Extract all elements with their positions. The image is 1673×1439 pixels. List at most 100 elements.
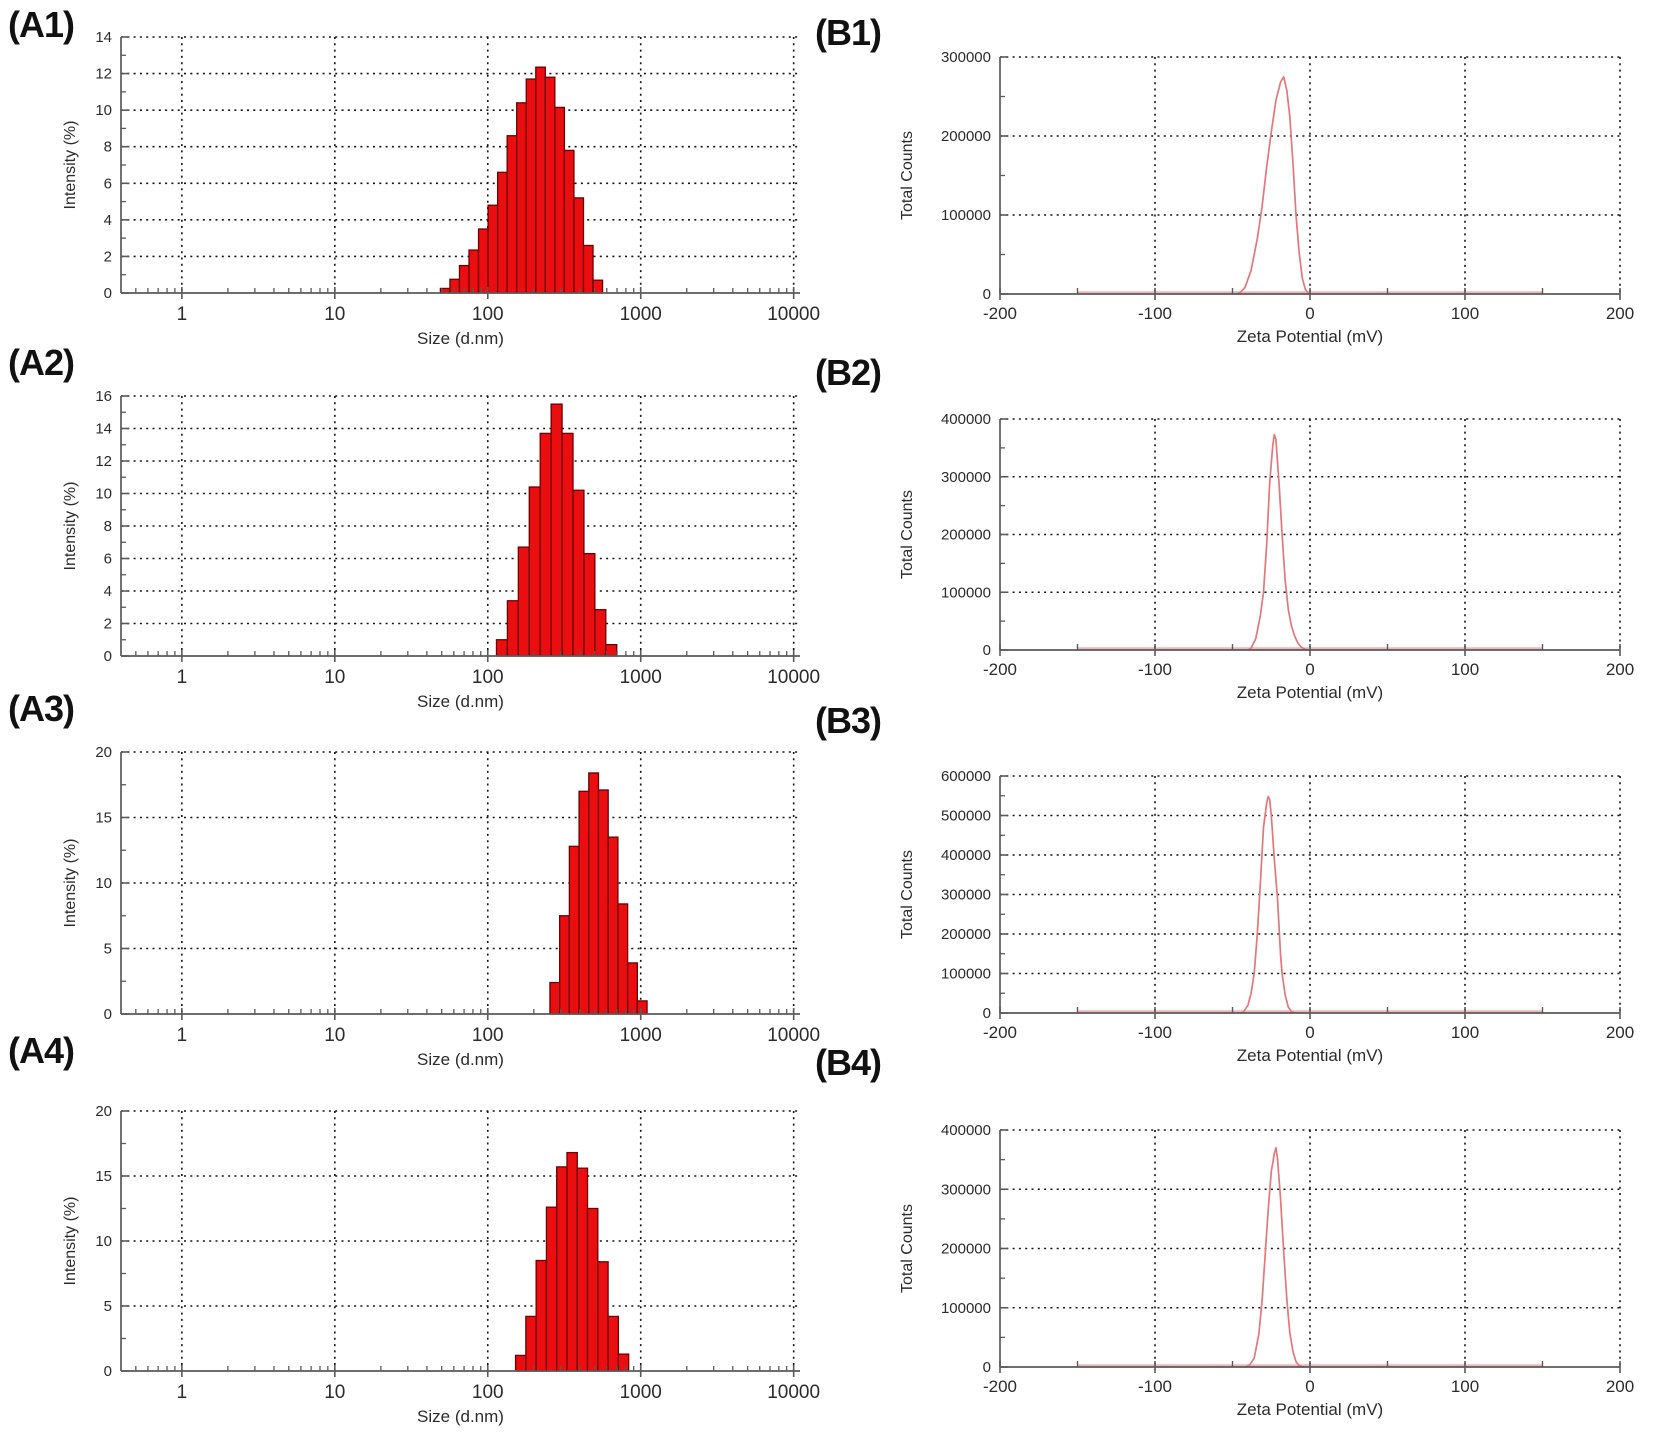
y-tick-label: 12 [95,66,112,83]
histogram-bar [559,915,571,1015]
y-tick-label: 0 [104,285,112,302]
y-tick-label: 20 [95,1103,112,1120]
x-tick-label: 1000 [620,304,662,325]
histogram-bar [549,981,561,1015]
x-tick-label: -200 [983,1377,1017,1396]
histogram-bar [539,432,552,657]
x-tick-label: 100 [472,304,504,325]
x-tick-label: 10000 [767,1025,820,1046]
histogram-bar [525,78,537,294]
y-tick-label: 20 [95,744,112,761]
panel-label-a1: (A1) [8,4,75,45]
x-tick-label: 1 [177,1025,188,1046]
x-tick-label: 200 [1606,660,1634,679]
histogram-bar [607,1315,620,1372]
zeta-curve [1240,795,1295,1014]
y-tick-label: 2 [104,616,112,633]
y-tick-label: 100000 [941,966,991,983]
y-tick-label: 12 [95,453,112,470]
histogram-bar [468,249,480,294]
panel-label-a2: (A2) [8,342,75,383]
y-axis-title: Total Counts [899,490,916,579]
y-axis-title: Intensity (%) [62,1197,79,1286]
y-axis-title: Total Counts [899,850,916,939]
y-tick-label: 0 [983,286,991,303]
x-tick-label: -100 [1138,304,1172,323]
x-tick-label: 100 [472,667,504,688]
histogram-bar [535,66,546,294]
histogram-bar [563,149,575,294]
histogram-bar [528,486,541,657]
y-tick-label: 600000 [941,768,991,785]
x-tick-label: 200 [1606,304,1634,323]
y-tick-label: 0 [983,1005,991,1022]
panel-a3: 1 10 100 1000 10000 0 5 10 15 20 Size (d.nm) Intens… [62,744,820,1069]
histogram-bar [544,76,556,294]
y-tick-label: 200000 [941,1241,991,1258]
y-tick-label: 200000 [941,527,991,544]
x-tick-label: 10 [324,667,345,688]
histogram-bar [487,204,499,294]
y-tick-label: 300000 [941,469,991,486]
histogram-bar [617,1353,630,1372]
histogram-bar [496,171,508,294]
zeta-curve [1244,1146,1304,1368]
panel-b2: -200 -100 0 100 200 0 100000 200000 300000 400000… [899,411,1634,702]
x-axis-title: Zeta Potential (mV) [1237,1046,1383,1065]
y-tick-label: 5 [104,1298,112,1315]
y-axis-title: Intensity (%) [62,121,79,210]
x-tick-label: 10 [324,304,345,325]
y-tick-label: 8 [104,139,112,156]
histogram-bar [607,836,619,1015]
histogram-bar [588,772,600,1015]
y-tick-label: 10 [95,1233,112,1250]
y-axis-title: Intensity (%) [62,839,79,928]
histogram-bar [525,1315,537,1372]
x-axis-title: Size (d.nm) [417,329,504,348]
x-axis-title: Zeta Potential (mV) [1237,327,1383,346]
y-axis-title: Intensity (%) [62,482,79,571]
y-tick-label: 6 [104,551,112,568]
x-tick-label: 200 [1606,1023,1634,1042]
panel-b3: -200 -100 0 100 200 0 100000 200000 300000 400000… [899,768,1634,1065]
x-tick-label: 1 [177,304,188,325]
x-tick-label: -100 [1138,660,1172,679]
y-tick-label: 14 [95,29,112,46]
histogram-bar [597,1261,609,1372]
histogram-bar [506,600,519,657]
y-tick-label: 300000 [941,49,991,66]
y-axis-title: Total Counts [899,131,916,220]
panel-label-b1: (B1) [815,12,882,53]
panel-b1: -200 -100 0 100 200 0 100000 200000 300000 Zeta P… [899,49,1634,346]
x-tick-label: 100 [472,1382,504,1403]
panel-b4: -200 -100 0 100 200 0 100000 200000 300000 400000… [899,1122,1634,1419]
zeta-curve [1235,75,1311,295]
panel-a2: 1 10 100 1000 10000 0 2 4 6 8 10 12 14 16 Size (d.nm) I… [62,388,820,711]
histogram-bar [626,962,638,1015]
y-tick-label: 6 [104,175,112,192]
histogram-bar [495,639,509,657]
x-tick-label: 10 [324,1382,345,1403]
histogram-bar [506,135,518,294]
x-tick-label: 1 [177,667,188,688]
histogram-bar [517,546,530,657]
histogram-bar [572,489,585,657]
panel-label-b4: (B4) [815,1042,882,1083]
x-tick-label: 200 [1606,1377,1634,1396]
histogram-bar [516,102,527,294]
y-tick-label: 0 [983,642,991,659]
histogram-bar [554,106,566,294]
y-tick-label: 2 [104,248,112,265]
y-tick-label: 100000 [941,584,991,601]
y-tick-label: 4 [104,583,112,600]
y-tick-label: 0 [104,1363,112,1380]
x-tick-label: 0 [1305,660,1314,679]
histogram-bar [586,1207,599,1372]
y-tick-label: 100000 [941,1300,991,1317]
x-tick-label: 1 [177,1382,188,1403]
x-tick-label: 10 [324,1025,345,1046]
histogram-bar [583,552,596,657]
x-tick-label: -200 [983,1023,1017,1042]
y-tick-label: 15 [95,1168,112,1185]
